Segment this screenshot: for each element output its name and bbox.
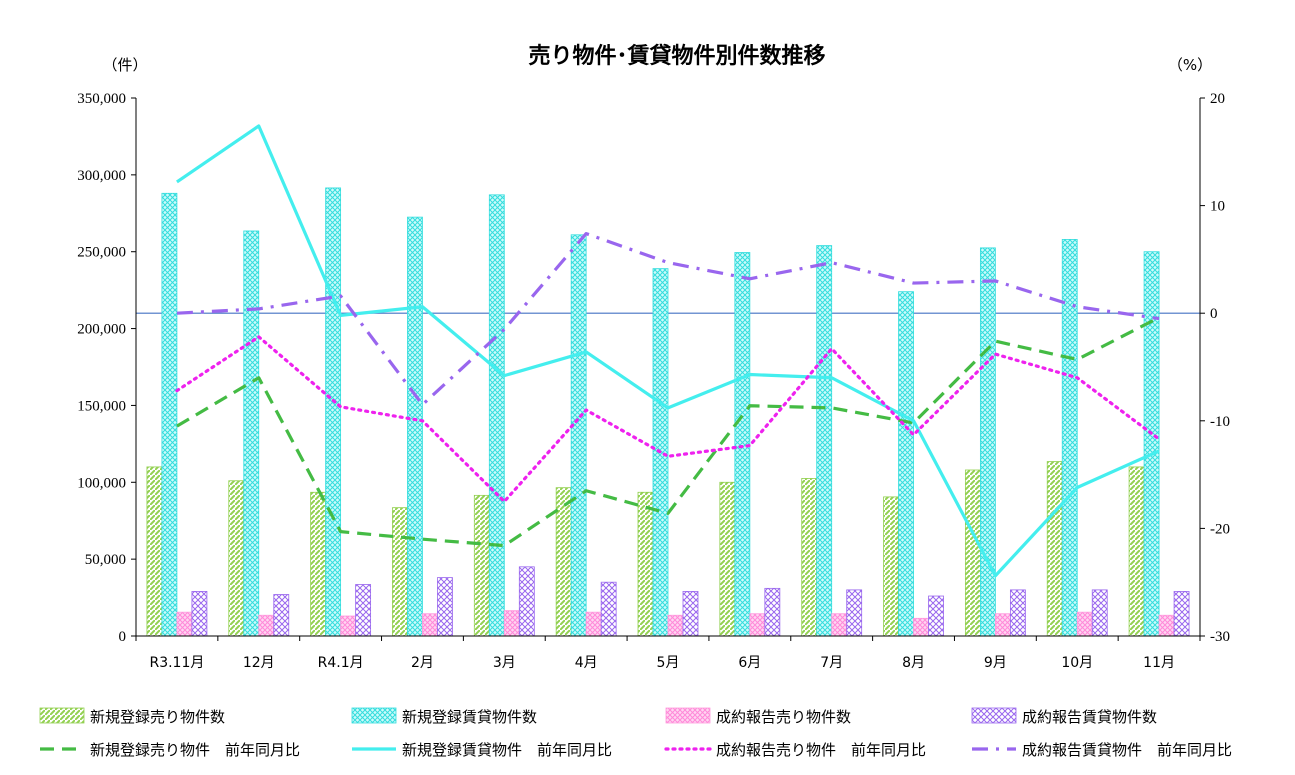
contract-rent-bar (273, 594, 290, 637)
new-rent-bar (1143, 251, 1160, 637)
new-sale-bar (1128, 466, 1145, 637)
y-right-tick-label: 20 (1210, 91, 1225, 107)
contract-sale-bar (831, 613, 848, 637)
new-rent-yoy-line (176, 124, 1160, 578)
contract-rent-bar (437, 577, 453, 637)
contract-rent-bar (355, 584, 372, 637)
new-sale-bar (228, 480, 245, 637)
y-left-tick-label: 0 (119, 629, 127, 645)
new-sale-bar (637, 491, 654, 637)
contract-rent-bar (1009, 589, 1026, 637)
contract-sale-bar (176, 611, 193, 637)
new-rent-bar (898, 291, 914, 637)
contract-rent-bar (191, 591, 208, 637)
contract-sale-bar (585, 611, 602, 637)
y-right-tick-label: -20 (1210, 521, 1230, 537)
contract-sale-bar (667, 614, 684, 637)
y-left-tick-label: 50,000 (85, 552, 126, 568)
y-left-tick-label: 200,000 (77, 322, 126, 338)
y-left-tick-label: 250,000 (77, 245, 126, 261)
y-right-tick-label: -10 (1210, 414, 1230, 430)
contract-rent-bar-legend-swatch (971, 707, 1017, 724)
new-sale-bar (146, 466, 163, 637)
contract-sale-bar (994, 613, 1011, 637)
new-rent-bar (979, 247, 996, 637)
new-rent-bar-legend-label: 新規登録賃貸物件数 (402, 708, 537, 726)
contract-rent-yoy-line (176, 231, 1160, 407)
contract-sale-bar (258, 614, 275, 637)
x-tick-label: 12月 (243, 655, 275, 671)
contract-sale-yoy-line-legend-label: 成約報告売り物件 前年同月比 (716, 741, 926, 759)
contract-rent-yoy-line-legend-label: 成約報告賃貸物件 前年同月比 (1022, 741, 1232, 759)
new-rent-bar (161, 192, 178, 637)
contract-sale-bar (1076, 611, 1093, 637)
contract-rent-bar (928, 595, 944, 637)
x-tick-label: R3.11月 (149, 655, 204, 671)
new-rent-yoy-line-legend-label: 新規登録賃貸物件 前年同月比 (402, 741, 612, 759)
new-sale-yoy-line-legend-label: 新規登録売り物件 前年同月比 (90, 741, 300, 759)
x-tick-label: 11月 (1143, 655, 1175, 671)
contract-sale-bar (503, 610, 520, 637)
y-right-unit: （%） (1168, 56, 1212, 74)
contract-rent-bar (1173, 591, 1190, 637)
x-tick-label: 4月 (575, 655, 598, 671)
contract-sale-bar-legend-swatch (665, 707, 711, 724)
contract-rent-bar (764, 587, 781, 637)
new-sale-bar (392, 507, 408, 637)
x-tick-label: 8月 (902, 655, 925, 671)
new-rent-bar (243, 230, 260, 637)
x-tick-label: 5月 (657, 655, 680, 671)
new-sale-bar (964, 469, 981, 637)
y-left-tick-label: 300,000 (77, 168, 126, 184)
x-tick-label: 3月 (493, 655, 516, 671)
x-tick-label: 9月 (984, 655, 1007, 671)
contract-sale-bar (749, 613, 766, 637)
contract-sale-bar (1158, 614, 1175, 637)
x-tick-label: 6月 (738, 655, 761, 671)
x-tick-label: 7月 (820, 655, 843, 671)
new-rent-bar (816, 245, 833, 637)
contract-rent-bar (846, 589, 863, 637)
new-rent-bar (488, 194, 505, 637)
y-left-tick-label: 350,000 (77, 91, 126, 107)
new-rent-bar-legend-swatch (351, 707, 397, 724)
x-tick-label: R4.1月 (318, 655, 364, 671)
new-sale-bar (1046, 461, 1063, 637)
y-right-tick-label: 0 (1210, 306, 1218, 322)
contract-rent-bar (1091, 589, 1108, 637)
new-sale-bar-legend-swatch (39, 707, 85, 724)
contract-rent-bar (600, 581, 617, 637)
chart-title: 売り物件･賃貸物件別件数推移 (528, 43, 825, 69)
new-rent-bar (407, 216, 423, 637)
contract-sale-bar (422, 613, 438, 637)
contract-sale-bar (913, 617, 929, 637)
new-sale-yoy-line (176, 316, 1160, 548)
new-sale-bar (883, 496, 899, 637)
x-tick-label: 10月 (1061, 655, 1093, 671)
contract-sale-bar-legend-label: 成約報告売り物件数 (716, 708, 851, 726)
new-rent-bar (570, 234, 587, 637)
new-sale-bar (473, 494, 490, 637)
new-rent-bar (1061, 239, 1078, 637)
y-left-unit: （件） (102, 56, 147, 74)
contract-sale-bar (340, 615, 357, 637)
new-sale-bar (801, 478, 818, 637)
new-rent-bar (325, 187, 342, 637)
contract-sale-yoy-line (175, 335, 1161, 504)
x-tick-label: 2月 (411, 655, 434, 671)
new-sale-bar (555, 487, 572, 637)
legend: 新規登録売り物件数 新規登録賃貸物件数 成約報告売り物件数 成約報告賃貸物件数新規登録… (39, 707, 1232, 759)
contract-rent-bar (682, 591, 699, 637)
y-right-tick-label: -30 (1210, 629, 1230, 645)
new-sale-bar-legend-label: 新規登録売り物件数 (90, 708, 225, 726)
y-right-tick-label: 10 (1210, 199, 1225, 215)
contract-rent-bar (518, 566, 535, 637)
y-left-tick-label: 150,000 (77, 398, 126, 414)
new-sale-bar (719, 481, 736, 637)
y-left-tick-label: 100,000 (77, 475, 126, 491)
contract-rent-bar-legend-label: 成約報告賃貸物件数 (1022, 708, 1157, 726)
new-sale-bar (310, 491, 327, 637)
